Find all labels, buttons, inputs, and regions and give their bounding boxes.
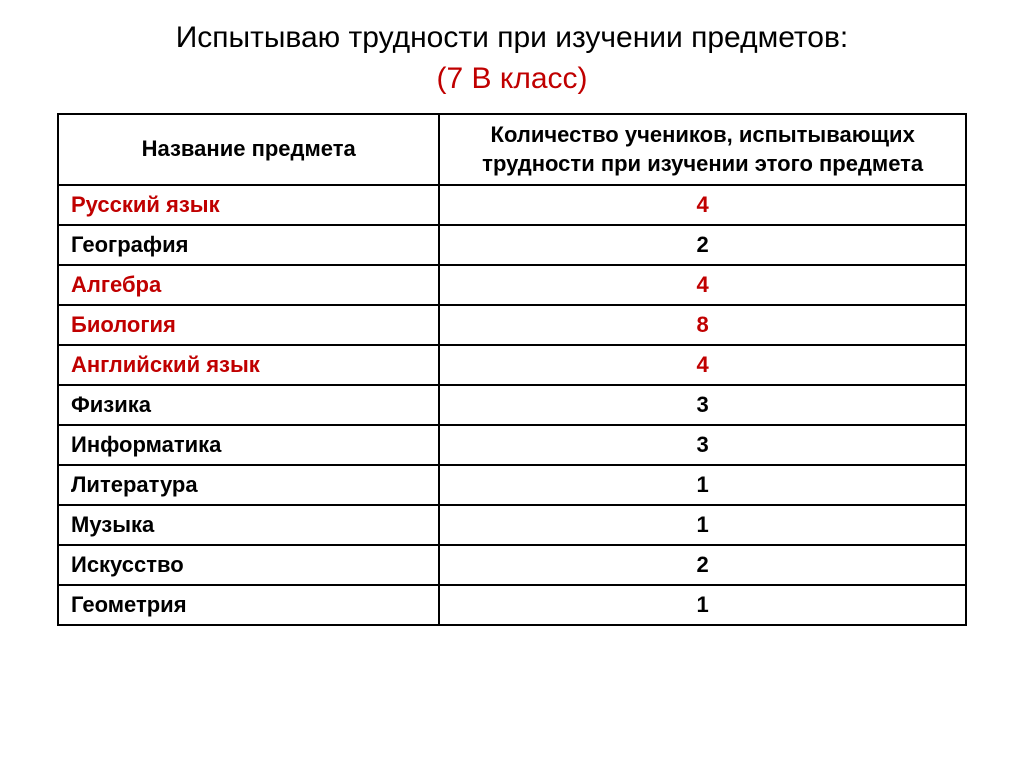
- subject-cell: Литература: [58, 465, 439, 505]
- count-cell: 4: [439, 345, 966, 385]
- subject-cell: Искусство: [58, 545, 439, 585]
- table-row: Музыка 1: [58, 505, 966, 545]
- subject-cell: Музыка: [58, 505, 439, 545]
- subject-cell: География: [58, 225, 439, 265]
- col-header-subject: Название предмета: [58, 114, 439, 185]
- title-main: Испытываю трудности при изучении предмет…: [0, 18, 1024, 59]
- count-cell: 1: [439, 465, 966, 505]
- count-cell: 3: [439, 425, 966, 465]
- count-cell: 8: [439, 305, 966, 345]
- table-row: Английский язык 4: [58, 345, 966, 385]
- col-header-count: Количество учеников, испытывающих трудно…: [439, 114, 966, 185]
- subject-cell: Биология: [58, 305, 439, 345]
- table-row: Физика 3: [58, 385, 966, 425]
- table-row: Искусство 2: [58, 545, 966, 585]
- count-cell: 1: [439, 585, 966, 625]
- subject-cell: Алгебра: [58, 265, 439, 305]
- table-row: Геометрия 1: [58, 585, 966, 625]
- count-cell: 4: [439, 265, 966, 305]
- page: Испытываю трудности при изучении предмет…: [0, 0, 1024, 767]
- subject-cell: Английский язык: [58, 345, 439, 385]
- table-body: Русский язык 4 География 2 Алгебра 4 Био…: [58, 185, 966, 625]
- count-cell: 3: [439, 385, 966, 425]
- count-cell: 4: [439, 185, 966, 225]
- title-sub: (7 В класс): [0, 59, 1024, 100]
- table-row: Алгебра 4: [58, 265, 966, 305]
- subject-cell: Информатика: [58, 425, 439, 465]
- count-cell: 2: [439, 545, 966, 585]
- subject-cell: Геометрия: [58, 585, 439, 625]
- subject-cell: Русский язык: [58, 185, 439, 225]
- table-row: Биология 8: [58, 305, 966, 345]
- count-cell: 1: [439, 505, 966, 545]
- title-block: Испытываю трудности при изучении предмет…: [0, 18, 1024, 99]
- table-row: Русский язык 4: [58, 185, 966, 225]
- table-row: География 2: [58, 225, 966, 265]
- table-row: Информатика 3: [58, 425, 966, 465]
- subject-cell: Физика: [58, 385, 439, 425]
- difficulty-table: Название предмета Количество учеников, и…: [57, 113, 967, 626]
- count-cell: 2: [439, 225, 966, 265]
- table-header-row: Название предмета Количество учеников, и…: [58, 114, 966, 185]
- table-row: Литература 1: [58, 465, 966, 505]
